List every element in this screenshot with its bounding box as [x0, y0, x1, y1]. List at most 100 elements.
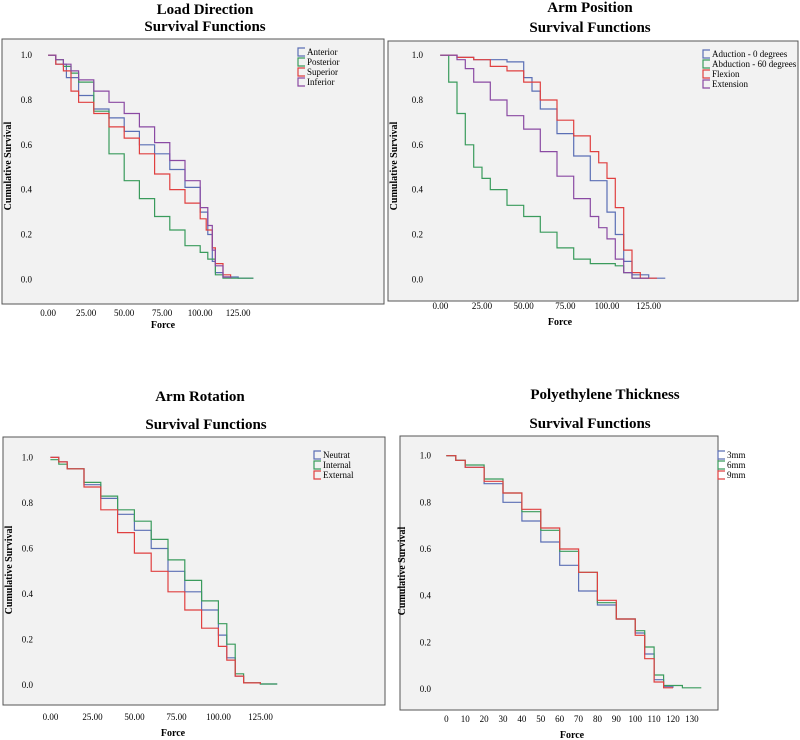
legend-swatch	[297, 57, 305, 67]
y-axis-label: Cumulative Survival	[4, 525, 15, 614]
series-line	[50, 456, 261, 684]
y-tick-label: 0.6	[22, 544, 34, 554]
x-tick-label: 75.00	[166, 712, 187, 722]
y-tick-label: 0.0	[420, 684, 432, 694]
legend-label: Posterior	[307, 57, 340, 67]
x-tick-label: 130	[685, 714, 699, 724]
series-line	[48, 54, 232, 279]
x-tick-label: 100	[628, 714, 642, 724]
y-axis-label: Cumulative Survival	[389, 121, 400, 210]
chart-subtitle: Survival Functions	[529, 416, 650, 432]
chart-title: Arm Rotation	[155, 389, 245, 405]
chart-frame	[1, 38, 385, 305]
x-tick-label: 0.00	[432, 301, 448, 311]
chart-panel-polyethylene-thickness: Polyethylene Thickness Survival Function…	[397, 387, 746, 740]
legend-label: Aduction - 0 degrees	[712, 49, 788, 59]
series-line	[48, 54, 232, 279]
legend-swatch	[297, 47, 305, 57]
x-tick-label: 110	[648, 714, 662, 724]
x-tick-label: 50.00	[114, 308, 135, 318]
legend-swatch	[313, 460, 321, 470]
legend-label: Flexion	[712, 69, 740, 79]
y-tick-label: 0.2	[420, 637, 431, 647]
legend-label: 3mm	[727, 450, 746, 460]
legend-swatch	[702, 49, 710, 59]
y-tick-label: 0.8	[420, 497, 432, 507]
x-tick-label: 10	[461, 714, 471, 724]
legend-swatch	[702, 59, 710, 69]
x-tick-label: 40	[517, 714, 527, 724]
legend-swatch	[313, 450, 321, 460]
y-tick-label: 1.0	[22, 452, 34, 462]
chart-panel-arm-position: Arm Position Survival Functions 0.00.20.…	[387, 0, 799, 328]
y-axis-label: Cumulative Survival	[3, 121, 14, 210]
chart-panel-arm-rotation: Arm Rotation Survival Functions 0.00.20.…	[2, 389, 386, 739]
legend-label: Abduction - 60 degrees	[712, 59, 797, 69]
x-tick-label: 25.00	[76, 308, 97, 318]
chart-title: Arm Position	[547, 0, 633, 16]
x-tick-label: 100.00	[595, 301, 620, 311]
y-tick-label: 0.2	[22, 635, 33, 645]
x-tick-label: 25.00	[472, 301, 493, 311]
x-tick-label: 120	[666, 714, 680, 724]
x-tick-label: 90	[612, 714, 622, 724]
legend-swatch	[717, 450, 725, 460]
x-tick-label: 75.00	[555, 301, 576, 311]
x-tick-label: 80	[593, 714, 603, 724]
legend-label: Internal	[323, 460, 351, 470]
legend-swatch	[702, 69, 710, 79]
series-line	[440, 54, 649, 279]
y-axis-label: Cumulative Survival	[397, 526, 408, 615]
y-tick-label: 0.0	[412, 274, 424, 284]
x-axis-label: Force	[548, 317, 573, 328]
x-tick-label: 100.00	[206, 712, 231, 722]
legend-label: Superior	[307, 67, 338, 77]
y-tick-label: 0.4	[412, 185, 424, 195]
x-tick-label: 125.00	[636, 301, 661, 311]
legend-label: Neutrat	[323, 450, 350, 460]
chart-title: Load Direction	[157, 2, 254, 18]
x-tick-label: 30	[499, 714, 509, 724]
x-tick-label: 50.00	[124, 712, 145, 722]
x-axis-label: Force	[560, 730, 585, 740]
x-tick-label: 0.00	[43, 712, 59, 722]
y-tick-label: 0.2	[21, 229, 32, 239]
x-axis-label: Force	[161, 728, 186, 739]
legend-swatch	[313, 470, 321, 480]
y-tick-label: 0.8	[22, 498, 34, 508]
x-axis-label: Force	[151, 320, 176, 331]
y-tick-label: 1.0	[420, 451, 432, 461]
legend-label: External	[323, 470, 354, 480]
x-tick-label: 125.00	[248, 712, 273, 722]
y-tick-label: 0.0	[22, 680, 34, 690]
x-tick-label: 70	[574, 714, 584, 724]
y-tick-label: 0.0	[21, 274, 33, 284]
series-line	[440, 54, 649, 279]
legend-label: Anterior	[307, 47, 338, 57]
series-line	[446, 455, 673, 689]
plot-area: 0.0 0.2 0.4 0.6 0.8 1.0 0.00 25.00 50.00 75.00 100…	[21, 47, 340, 318]
legend-swatch	[702, 79, 710, 89]
x-tick-label: 50	[536, 714, 546, 724]
chart-panel-load-direction: Load Direction Survival Functions 0.0 0.2…	[1, 2, 385, 331]
x-tick-label: 0	[444, 714, 449, 724]
chart-frame	[387, 40, 799, 302]
chart-frame	[2, 436, 386, 706]
y-tick-label: 0.6	[412, 140, 424, 150]
x-tick-label: 50.00	[514, 301, 535, 311]
chart-subtitle: Survival Functions	[529, 20, 650, 36]
y-tick-label: 0.8	[412, 95, 424, 105]
y-tick-label: 0.6	[420, 544, 432, 554]
x-tick-label: 25.00	[82, 712, 103, 722]
y-tick-label: 1.0	[21, 50, 33, 60]
y-tick-label: 0.4	[21, 185, 33, 195]
legend-label: Inferior	[307, 77, 334, 87]
y-tick-label: 0.8	[21, 95, 33, 105]
x-tick-label: 20	[480, 714, 490, 724]
legend-swatch	[297, 67, 305, 77]
series-line	[440, 54, 657, 279]
legend-label: 9mm	[727, 470, 746, 480]
plot-area: 0.0 0.2 0.4 0.6 0.8 1.0 0.00 25.00 50.00 75.00 100…	[412, 49, 797, 311]
